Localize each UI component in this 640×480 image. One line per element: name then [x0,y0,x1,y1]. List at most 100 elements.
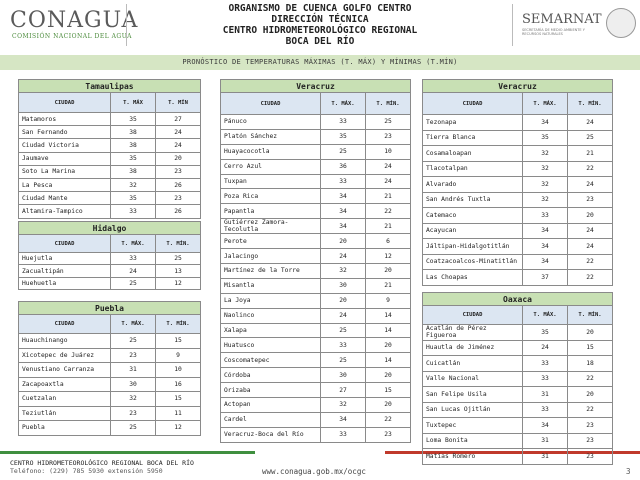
temperature: 34 [320,188,366,205]
temperature: 32 [320,397,366,413]
temperature: 33 [522,370,568,387]
forecast-table: Oaxaca CIUDAD T. MÁX. T. MÍN. Acatlán de Pér… [422,292,613,465]
temperature: 24 [155,138,201,153]
temperature: 34 [522,238,568,255]
temperature: 24 [522,339,568,356]
temperature: 23 [155,191,201,206]
temperature: 6 [364,233,412,250]
column-header: T. MÁX. [320,92,366,115]
column-header: CIUDAD [422,92,523,115]
title-line: ORGANISMO DE CUENCA GOLFO CENTRO [228,3,412,14]
city: Jaumave [18,151,111,166]
temperature: 23 [364,128,412,145]
city: Platón Sánchez [220,128,321,145]
city-row: Cardel 34 22 [220,411,412,428]
temperature: 34 [522,417,568,434]
city: Huauchinango [18,333,111,349]
forecast-table: Tamaulipas CIUDAD T. MÁX T. MÍN Matamoros 35 2… [18,79,201,219]
city-row: Huejutla 33 25 [18,251,202,266]
temperature: 22 [566,269,614,286]
temperature: 15 [364,382,412,399]
forecast-table: Veracruz CIUDAD T. MÁX. T. MÍN. Pánuco 33 25 Pl… [219,79,412,443]
column-header: T. MÍN. [567,305,613,325]
temperature: 22 [364,411,412,428]
temperature: 22 [567,401,613,418]
forecast-table: Veracruz CIUDAD T. MÁX. T. MÍN. Tezonapa 34 24… [421,79,614,286]
header-row: CIUDAD T. MÁX. T. MÍN. [18,314,201,334]
temperature: 13 [154,264,202,278]
city: Coatzacoalcos-Minatitlán [422,253,523,270]
column-header: T. MÍN. [566,92,614,115]
city: Perote [220,233,321,250]
column-header: T. MÍN. [155,314,201,334]
temperature: 37 [522,269,568,286]
temperature: 32 [522,191,568,208]
city: Pánuco [220,114,321,130]
temperature: 35 [110,151,156,166]
temperature: 10 [155,362,201,378]
city-row: Xalapa 25 14 [220,322,412,339]
city: Jalacingo [220,248,321,265]
city-row: Altamira-Tampico 33 26 [18,204,201,219]
city-row: San Fernando 38 24 [18,125,201,140]
temperature: 33 [110,251,156,266]
temperature: 9 [155,347,201,363]
page-number: 3 [626,467,631,476]
temperature: 25 [320,143,366,160]
city-row: Huautla de Jiménez 24 15 [422,339,613,356]
city: Zacapoaxtla [18,376,111,392]
temperature: 34 [522,222,568,239]
city: San Andrés Tuxtla [422,191,523,208]
city-row: Misantla 30 21 [220,277,412,294]
city-row: Naolinco 24 14 [220,307,412,324]
temperature: 25 [320,322,366,339]
temperature: 32 [522,176,568,193]
seal [606,8,636,38]
city: San Lucas Ojitlán [422,401,523,418]
city-row: Poza Rica 34 21 [220,188,412,205]
stripe [0,451,255,454]
city-row: Coatzacoalcos-Minatitlán 34 22 [422,253,614,270]
city-row: Soto La Marina 38 23 [18,164,201,179]
temperature: 25 [154,251,202,266]
table-title: Veracruz [219,79,412,93]
title-row: Hidalgo [17,221,202,235]
header-title: ORGANISMO DE CUENCA GOLFO CENTRO DIRECCI… [170,3,470,47]
column-header: CIUDAD [18,234,111,253]
temperature: 22 [364,203,412,220]
temperature: 12 [155,420,201,436]
temperature: 23 [110,347,156,363]
city: Coscomatepec [220,352,321,369]
city-row: Gutiérrez Zamora-Tecolutla 34 21 [220,218,412,235]
temperature: 33 [320,114,366,130]
temperature: 21 [364,188,412,205]
city-row: San Lucas Ojitlán 33 22 [422,401,613,418]
city: La Joya [220,292,321,309]
temperature: 20 [566,207,614,224]
logo-left: CONAGUA [10,8,139,33]
city: Tuxpan [220,173,321,190]
temperature: 9 [364,292,412,309]
city: Cuicatlán [422,355,523,372]
city-row: Matías Romero 31 23 [422,448,613,465]
city-row: Cosamaloapan 32 21 [422,145,614,162]
city: Tezonapa [422,114,523,131]
temperature: 20 [364,337,412,354]
temperature: 21 [566,145,614,162]
city: Xicotepec de Juárez [18,347,111,363]
city: Alvarado [422,176,523,193]
temperature: 25 [320,352,366,369]
title-row: Veracruz [421,79,614,93]
city: Jáltipan-Hidalgotitlán [422,238,523,255]
city-row: Tierra Blanca 35 25 [422,129,614,146]
temperature: 34 [522,114,568,131]
temperature: 24 [566,176,614,193]
temperature: 22 [566,253,614,270]
temperature: 23 [567,448,613,465]
city: San Fernando [18,125,111,140]
temperature: 26 [155,177,201,193]
city-row: Veracruz-Boca del Río 33 23 [220,426,412,443]
city: Martínez de la Torre [220,263,321,279]
city-row: Córdoba 30 20 [220,367,412,384]
